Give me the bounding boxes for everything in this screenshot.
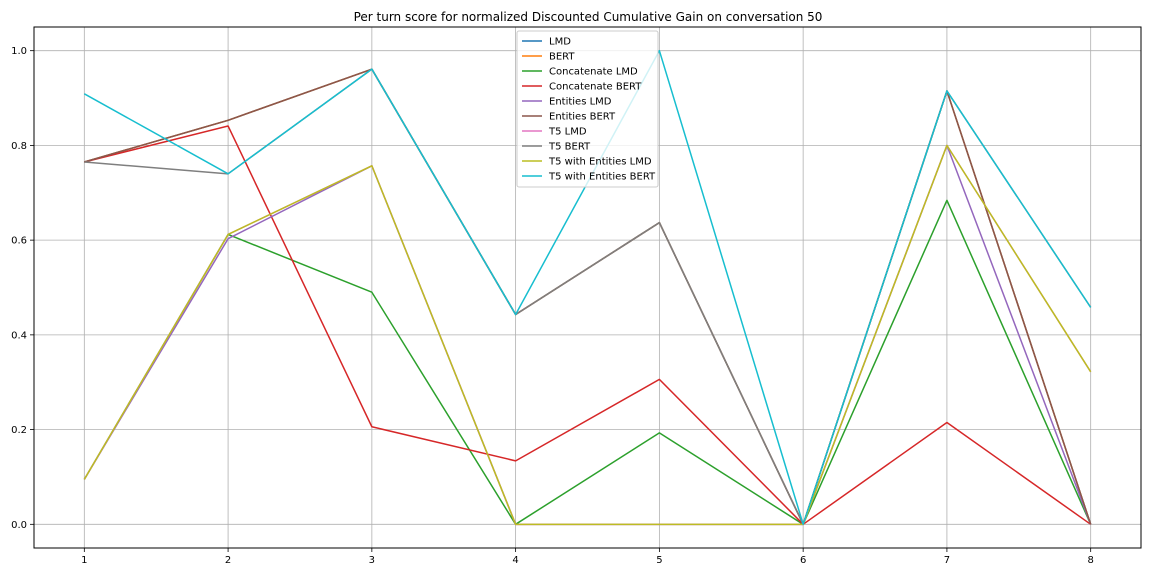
y-tick-label: 0.6	[11, 236, 27, 247]
x-tick-label: 3	[369, 555, 375, 566]
series-line-t5-with-entities-lmd	[83, 144, 1092, 526]
legend-label: Concatenate BERT	[549, 82, 642, 93]
legend-label: T5 BERT	[548, 142, 591, 153]
y-tick-label: 0.4	[11, 330, 27, 341]
series-line-concatenate-bert	[84, 125, 1092, 526]
x-tick-label: 4	[512, 555, 518, 566]
series-line-concatenate-lmd	[83, 199, 1092, 526]
x-tick-label: 6	[800, 555, 806, 566]
plot-frame	[33, 26, 1142, 549]
x-tick-label: 2	[225, 555, 231, 566]
x-tick-label: 1	[81, 555, 87, 566]
legend-box	[516, 30, 659, 188]
legend-label: Entities LMD	[549, 97, 612, 108]
series-lines	[83, 49, 1092, 526]
y-axis: 0.0 0.2 0.4 0.6 0.8 1.0	[11, 46, 34, 531]
y-tick-label: 0.8	[11, 141, 27, 152]
legend-label: Concatenate LMD	[549, 67, 638, 78]
y-tick-label: 0.0	[11, 520, 27, 531]
legend-label: T5 LMD	[548, 127, 587, 138]
legend-label: BERT	[549, 52, 575, 63]
legend-label: LMD	[549, 37, 571, 48]
chart-title: Per turn score for normalized Discounted…	[354, 10, 823, 24]
legend-label: T5 with Entities LMD	[548, 157, 652, 168]
y-tick-label: 1.0	[11, 46, 27, 57]
x-tick-label: 7	[944, 555, 950, 566]
legend-label: T5 with Entities BERT	[548, 172, 656, 183]
x-axis: 1 2 3 4 5 6 7 8	[81, 548, 1094, 566]
legend-label: Entities BERT	[549, 112, 616, 123]
x-tick-label: 5	[656, 555, 662, 566]
legend: LMD BERT Concatenate LMD Concatenate BERT En…	[516, 30, 659, 188]
y-tick-label: 0.2	[11, 425, 27, 436]
x-tick-label: 8	[1087, 555, 1093, 566]
